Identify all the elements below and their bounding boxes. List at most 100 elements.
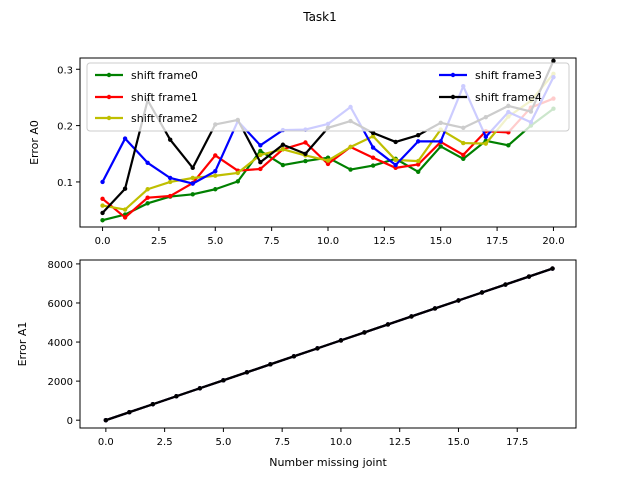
- data-point-shift-frame2: [483, 141, 489, 146]
- data-point-shift-frame4: [456, 298, 461, 303]
- data-point-shift-frame1: [122, 215, 128, 220]
- data-point-shift-frame4: [550, 266, 555, 271]
- x-axis-label: Number missing joint: [269, 456, 387, 469]
- data-point-shift-frame0: [438, 144, 443, 149]
- data-point-shift-frame4: [432, 306, 438, 311]
- data-point-shift-frame2: [415, 158, 421, 164]
- y-tick-label: 6000: [48, 299, 73, 310]
- data-point-shift-frame0: [190, 192, 195, 197]
- chart-bottom-error-a1: 0.0 2.5 5.0 7.5 10.0 12.5 15.0 17.5 0 2000 4000 600…: [16, 259, 577, 469]
- data-point-shift-frame0: [235, 179, 241, 184]
- y-tick-label: 2000: [48, 377, 73, 388]
- x-tick-label: 5.0: [207, 236, 223, 247]
- data-point-shift-frame1: [370, 155, 376, 160]
- data-point-shift-frame2: [213, 173, 218, 178]
- data-point-shift-frame4: [244, 370, 250, 375]
- data-point-shift-frame3: [483, 134, 489, 140]
- x-tick-label: 17.5: [486, 236, 508, 247]
- data-point-shift-frame1: [100, 196, 105, 202]
- data-point-shift-frame4: [291, 354, 297, 359]
- legend: shift frame0 shift frame1 shift frame2 shif…: [86, 62, 570, 132]
- data-point-shift-frame3: [438, 139, 443, 144]
- legend-label-shift-frame2: shift frame2: [131, 112, 198, 125]
- y-axis-label: Error A1: [16, 322, 29, 367]
- data-point-shift-frame0: [415, 169, 421, 174]
- y-tick-label: 0.2: [57, 122, 73, 133]
- data-point-shift-frame4: [315, 346, 320, 351]
- x-tick-label: 7.5: [264, 236, 280, 247]
- data-point-shift-frame0: [348, 167, 353, 172]
- data-point-shift-frame4: [479, 290, 485, 295]
- data-point-shift-frame0: [370, 163, 376, 168]
- y-tick-label: 0.1: [57, 178, 73, 189]
- legend-marker-shift-frame4: [450, 94, 456, 100]
- legend-label-shift-frame1: shift frame1: [131, 91, 198, 104]
- data-point-shift-frame4: [268, 362, 273, 367]
- data-point-shift-frame4: [415, 132, 421, 138]
- data-point-shift-frame4: [370, 130, 376, 136]
- data-point-shift-frame4: [197, 386, 203, 391]
- x-tick-label: 15.0: [430, 236, 452, 247]
- data-point-shift-frame4: [338, 338, 344, 343]
- data-point-shift-frame1: [145, 195, 150, 200]
- data-point-shift-frame2: [190, 175, 195, 181]
- x-tick-label: 12.5: [373, 236, 395, 247]
- data-point-shift-frame0: [303, 158, 308, 164]
- x-tick-label: 2.5: [157, 437, 173, 448]
- data-point-shift-frame1: [167, 193, 173, 199]
- x-tick-label: 20.0: [542, 236, 564, 247]
- data-point-shift-frame1: [325, 161, 331, 167]
- data-point-shift-frame2: [370, 134, 376, 139]
- x-tick-label: 5.0: [215, 437, 231, 448]
- legend-label-shift-frame3: shift frame3: [475, 69, 542, 82]
- data-point-shift-frame3: [415, 139, 421, 144]
- data-point-shift-frame4: [526, 274, 532, 279]
- x-tick-label: 0.0: [98, 437, 114, 448]
- data-point-shift-frame3: [213, 169, 218, 174]
- data-point-shift-frame2: [258, 152, 263, 158]
- data-point-shift-frame2: [235, 170, 241, 176]
- data-point-shift-frame4: [100, 210, 105, 216]
- legend-label-shift-frame0: shift frame0: [131, 69, 198, 82]
- data-point-shift-frame4: [167, 137, 173, 142]
- axes-frame: [79, 259, 577, 429]
- data-point-shift-frame4: [280, 142, 286, 147]
- data-point-shift-frame4: [303, 151, 308, 156]
- legend-marker-shift-frame2: [106, 115, 112, 121]
- data-point-shift-frame4: [221, 378, 226, 383]
- data-point-shift-frame0: [213, 187, 218, 192]
- data-point-shift-frame2: [122, 207, 128, 212]
- legend-marker-shift-frame1: [106, 94, 112, 100]
- x-tick-label: 12.5: [389, 437, 411, 448]
- data-point-shift-frame3: [393, 162, 398, 168]
- x-tick-label: 10.0: [330, 437, 352, 448]
- data-point-shift-frame3: [122, 136, 128, 141]
- legend-box: [86, 62, 570, 132]
- data-point-shift-frame4: [503, 282, 508, 287]
- data-point-shift-frame3: [145, 160, 150, 165]
- data-point-shift-frame2: [167, 179, 173, 185]
- data-point-shift-frame2: [280, 147, 286, 152]
- x-tick-label: 17.5: [506, 437, 528, 448]
- x-tick-label: 7.5: [274, 437, 290, 448]
- data-point-shift-frame0: [100, 218, 105, 223]
- data-point-shift-frame2: [348, 144, 353, 150]
- data-point-shift-frame4: [409, 314, 414, 319]
- data-point-shift-frame2: [100, 203, 105, 208]
- data-point-shift-frame4: [258, 160, 263, 165]
- data-point-shift-frame4: [103, 417, 109, 423]
- data-point-shift-frame3: [167, 175, 173, 181]
- y-tick-label: 0: [67, 416, 73, 427]
- data-point-shift-frame3: [370, 145, 376, 150]
- data-point-shift-frame0: [461, 156, 466, 162]
- data-point-shift-frame4: [122, 186, 128, 191]
- chart-top-error-a0: 0.0 2.5 5.0 7.5 10.0 12.5 15.0 17.5 20.0 0.1 0.2 0.…: [28, 57, 577, 247]
- legend-marker-shift-frame3: [450, 72, 456, 78]
- data-point-shift-frame1: [213, 153, 218, 158]
- y-tick-label: 8000: [48, 260, 73, 271]
- data-point-shift-frame3: [258, 143, 263, 148]
- figure-title: Task1: [302, 10, 337, 24]
- data-point-shift-frame4: [551, 58, 556, 64]
- data-point-shift-frame0: [258, 148, 263, 154]
- data-point-shift-frame1: [258, 166, 263, 172]
